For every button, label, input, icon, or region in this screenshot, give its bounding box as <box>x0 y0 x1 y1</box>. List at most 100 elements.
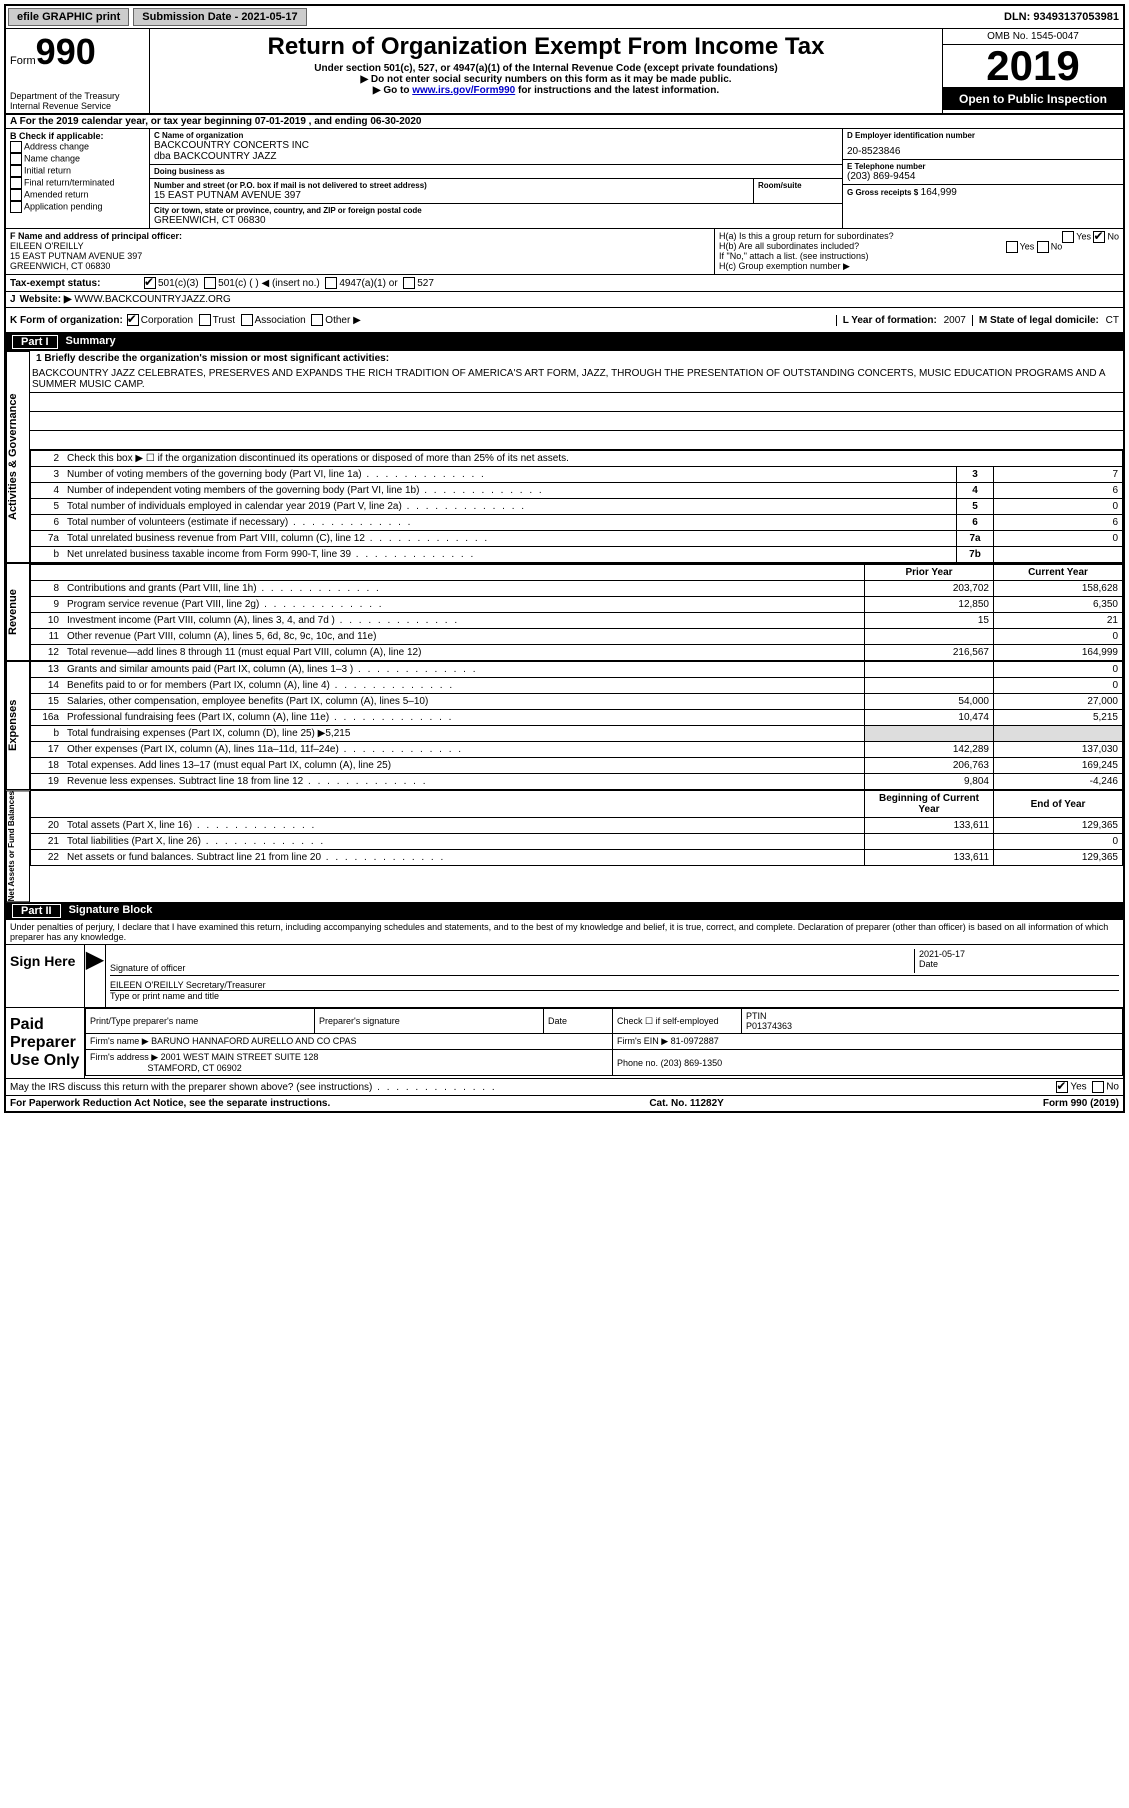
side-expenses: Expenses <box>6 661 30 790</box>
footer-left: For Paperwork Reduction Act Notice, see … <box>10 1098 330 1109</box>
gross-label: G Gross receipts $ <box>847 188 918 197</box>
n22c: 129,365 <box>994 850 1123 866</box>
firm-name-label: Firm's name ▶ <box>90 1036 149 1046</box>
goto-pre: ▶ Go to <box>373 85 412 96</box>
cb-hb-yes[interactable] <box>1006 241 1018 253</box>
preparer-label: Paid Preparer Use Only <box>6 1008 85 1078</box>
prep-selfemp: Check ☐ if self-employed <box>613 1009 742 1034</box>
cb-corp[interactable] <box>127 314 139 326</box>
l7ab: 7a <box>957 531 994 547</box>
r10p: 15 <box>865 613 994 629</box>
efile-print-button[interactable]: efile GRAPHIC print <box>8 8 129 26</box>
r10c: 21 <box>994 613 1123 629</box>
l4d: Number of independent voting members of … <box>63 483 957 499</box>
l2n: 2 <box>31 451 64 467</box>
box-c: C Name of organization BACKCOUNTRY CONCE… <box>150 129 843 228</box>
header-right: OMB No. 1545-0047 2019 Open to Public In… <box>942 29 1123 113</box>
preparer-table: Print/Type preparer's name Preparer's si… <box>85 1008 1123 1076</box>
ein-val: 20-8523846 <box>847 146 1119 157</box>
l6v: 6 <box>994 515 1123 531</box>
e16bc <box>994 726 1123 742</box>
e14p <box>865 678 994 694</box>
e18c: 169,245 <box>994 758 1123 774</box>
cb-501c[interactable] <box>204 277 216 289</box>
form990-link[interactable]: www.irs.gov/Form990 <box>412 85 515 96</box>
cb-address-change[interactable] <box>10 141 22 153</box>
cb-assoc[interactable] <box>241 314 253 326</box>
l4n: 4 <box>31 483 64 499</box>
cb-other[interactable] <box>311 314 323 326</box>
form-number: 990 <box>36 31 96 72</box>
e16bd: Total fundraising expenses (Part IX, col… <box>63 726 865 742</box>
cb-ha-yes[interactable] <box>1062 231 1074 243</box>
org-dba: dba BACKCOUNTRY JAZZ <box>154 151 838 162</box>
hdr-eoy: End of Year <box>994 791 1123 818</box>
cb-final-return[interactable] <box>10 177 22 189</box>
cb-initial-return[interactable] <box>10 165 22 177</box>
prep-sig-label: Preparer's signature <box>315 1009 544 1034</box>
lbl-501c3: 501(c)(3) <box>158 278 199 289</box>
e19p: 9,804 <box>865 774 994 790</box>
cb-501c3[interactable] <box>144 277 156 289</box>
cb-ha-no[interactable] <box>1093 231 1105 243</box>
org-name-label: C Name of organization <box>154 131 838 140</box>
l7av: 0 <box>994 531 1123 547</box>
cb-name-change[interactable] <box>10 153 22 165</box>
r9n: 9 <box>31 597 64 613</box>
e18p: 206,763 <box>865 758 994 774</box>
prep-name-label: Print/Type preparer's name <box>86 1009 315 1034</box>
footer-mid: Cat. No. 11282Y <box>649 1098 723 1109</box>
sign-here-label: Sign Here <box>6 945 85 1007</box>
cb-trust[interactable] <box>199 314 211 326</box>
exp-wrapper: Expenses 13Grants and similar amounts pa… <box>6 661 1123 790</box>
lbl-amended: Amended return <box>24 189 89 199</box>
phone-label: E Telephone number <box>847 162 1119 171</box>
n22p: 133,611 <box>865 850 994 866</box>
r11c: 0 <box>994 629 1123 645</box>
fh-block: F Name and address of principal officer:… <box>6 229 1123 275</box>
hdr-current: Current Year <box>994 564 1123 581</box>
prep-date-label: Date <box>544 1009 613 1034</box>
e14d: Benefits paid to or for members (Part IX… <box>63 678 865 694</box>
r12c: 164,999 <box>994 645 1123 661</box>
cb-app-pending[interactable] <box>10 201 22 213</box>
cb-amended[interactable] <box>10 189 22 201</box>
goto-post: for instructions and the latest informat… <box>515 85 719 96</box>
side-governance: Activities & Governance <box>6 351 30 563</box>
ha-yes: Yes <box>1076 231 1091 241</box>
dln-label: DLN: 93493137053981 <box>1004 11 1123 23</box>
e15p: 54,000 <box>865 694 994 710</box>
m-label: M State of legal domicile: <box>979 315 1099 326</box>
l5d: Total number of individuals employed in … <box>63 499 957 515</box>
street-label: Number and street (or P.O. box if mail i… <box>154 181 749 190</box>
cb-hb-no[interactable] <box>1037 241 1049 253</box>
sig-date-label: Date <box>919 959 1119 969</box>
box-f-label: F Name and address of principal officer: <box>10 231 710 241</box>
submission-date-button[interactable]: Submission Date - 2021-05-17 <box>133 8 306 26</box>
cb-527[interactable] <box>403 277 415 289</box>
part2-num: Part II <box>12 904 61 918</box>
discuss-yes: Yes <box>1070 1082 1086 1093</box>
footer-right: Form 990 (2019) <box>1043 1098 1119 1109</box>
e19n: 19 <box>31 774 64 790</box>
e14c: 0 <box>994 678 1123 694</box>
cb-discuss-no[interactable] <box>1092 1081 1104 1093</box>
mission-blank3 <box>30 431 1123 450</box>
box-deg: D Employer identification number 20-8523… <box>843 129 1123 228</box>
cb-4947[interactable] <box>325 277 337 289</box>
form-title: Return of Organization Exempt From Incom… <box>156 33 936 61</box>
r11d: Other revenue (Part VIII, column (A), li… <box>63 629 865 645</box>
n22n: 22 <box>31 850 64 866</box>
r10n: 10 <box>31 613 64 629</box>
n20p: 133,611 <box>865 818 994 834</box>
org-info-block: B Check if applicable: Address change Na… <box>6 129 1123 229</box>
open-inspection: Open to Public Inspection <box>943 88 1123 110</box>
officer-addr2: GREENWICH, CT 06830 <box>10 261 710 271</box>
tax-exempt-line: Tax-exempt status: 501(c)(3) 501(c) ( ) … <box>6 275 1123 292</box>
l4b: 4 <box>957 483 994 499</box>
l6d: Total number of volunteers (estimate if … <box>63 515 957 531</box>
part1-num: Part I <box>12 335 58 349</box>
cb-discuss-yes[interactable] <box>1056 1081 1068 1093</box>
lbl-name-change: Name change <box>24 153 80 163</box>
k-label: K Form of organization: <box>10 315 123 326</box>
